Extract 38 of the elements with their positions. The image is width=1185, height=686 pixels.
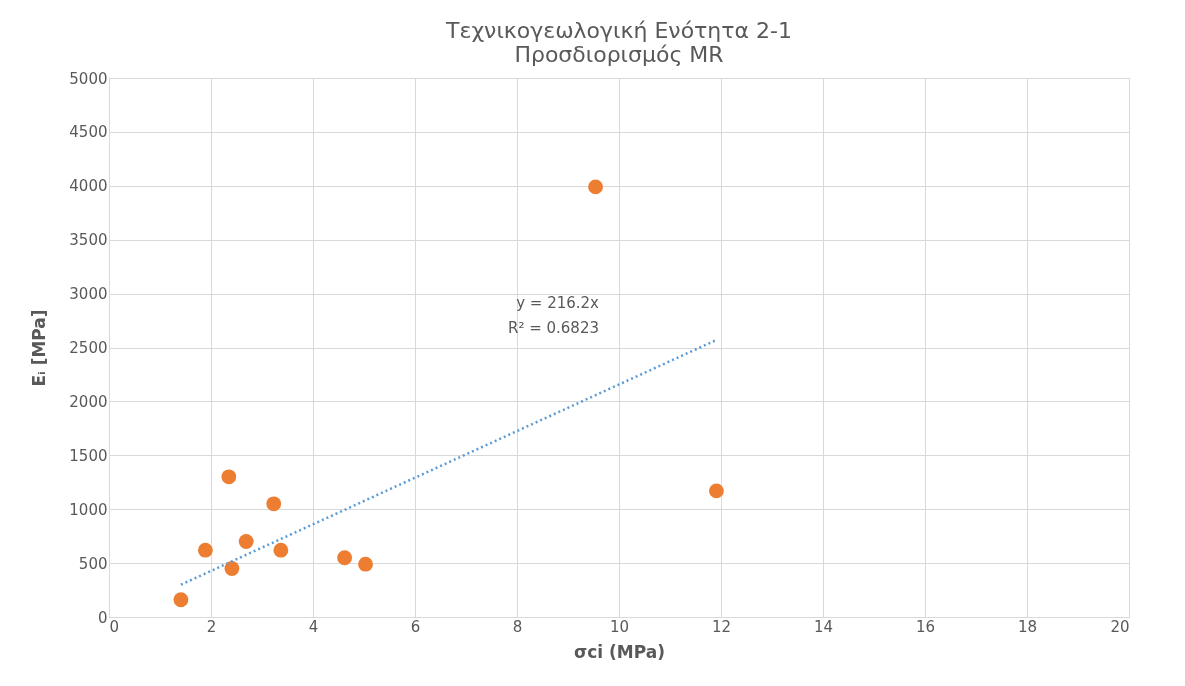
x-tick-label: 16 xyxy=(915,617,936,636)
point xyxy=(708,483,724,499)
x-tick-label: 12 xyxy=(711,617,732,636)
x-tick-label: 10 xyxy=(609,617,630,636)
text: Τεχνικογεωλογική Ενότητα 2-1 xyxy=(446,18,792,43)
x-tick-label: 20 xyxy=(1110,617,1130,636)
point xyxy=(173,592,189,608)
y-tick-label: 500 xyxy=(78,554,108,573)
y-tick-label: 5000 xyxy=(69,69,108,88)
y-tick-label: 1500 xyxy=(69,446,108,465)
y-axis-title: Eᵢ [MPa] xyxy=(29,309,50,387)
point xyxy=(273,542,289,558)
x-axis-title: σci (MPa) xyxy=(574,641,665,662)
x-tick-label: 4 xyxy=(308,617,319,636)
text: Προσδιορισμός MR xyxy=(514,42,724,67)
y-tick-label: 2000 xyxy=(69,392,108,411)
x-tick-label: 6 xyxy=(410,617,421,636)
point xyxy=(358,556,373,572)
annotation: y = 216.2x xyxy=(516,294,600,312)
x-tick-label: 0 xyxy=(109,617,120,636)
annotation: R² = 0.6823 xyxy=(507,319,599,337)
point xyxy=(221,469,237,485)
point xyxy=(588,179,603,195)
point xyxy=(238,534,254,549)
y-tick-label: 4000 xyxy=(69,177,108,196)
point xyxy=(266,496,282,512)
y-tick-label: 1000 xyxy=(69,500,108,519)
y-tick-label: 4500 xyxy=(69,123,108,142)
x-tick-label: 18 xyxy=(1017,617,1038,636)
y-tick-label: 3500 xyxy=(69,231,108,250)
y-tick-label: 3000 xyxy=(69,285,108,304)
x-tick-label: 2 xyxy=(206,617,217,636)
x-tick-label: 14 xyxy=(813,617,834,636)
y-tick-label: 2500 xyxy=(69,339,108,357)
point xyxy=(224,561,240,576)
point xyxy=(337,550,353,566)
point xyxy=(197,542,213,558)
x-tick-label: 8 xyxy=(512,617,523,636)
